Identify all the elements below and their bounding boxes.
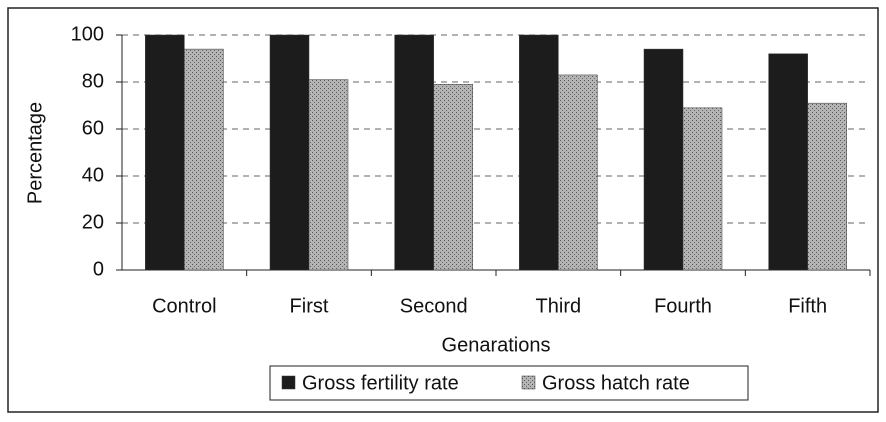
- bar: [519, 34, 559, 271]
- x-axis-label: Genarations: [442, 334, 551, 356]
- legend-label: Gross hatch rate: [542, 372, 690, 394]
- x-tick-label: Second: [400, 295, 468, 317]
- x-tick-label: Fifth: [788, 295, 827, 317]
- x-tick-label: Fourth: [654, 295, 712, 317]
- x-tick-label: Control: [152, 295, 216, 317]
- x-tick-label: Third: [536, 295, 582, 317]
- bar: [433, 84, 473, 271]
- legend: [269, 365, 749, 401]
- bar: [145, 34, 185, 271]
- y-tick-label: 20: [82, 211, 104, 233]
- y-tick-label: 80: [82, 70, 104, 92]
- y-tick-label: 60: [82, 117, 104, 139]
- legend-label: Gross fertility rate: [302, 372, 459, 394]
- y-tick-label: 0: [93, 258, 104, 280]
- legend-swatch: [281, 375, 296, 390]
- y-tick-label: 40: [82, 164, 104, 186]
- y-tick-label: 100: [71, 23, 104, 45]
- bar: [807, 102, 847, 271]
- bar: [308, 79, 349, 271]
- bar: [394, 34, 434, 271]
- bar: [768, 53, 808, 271]
- bar: [269, 34, 310, 271]
- bar: [184, 48, 224, 271]
- x-tick-label: First: [290, 295, 329, 317]
- frame: [7, 7, 879, 413]
- y-axis-label: Percentage: [24, 102, 46, 204]
- legend-swatch: [521, 375, 536, 390]
- bar: [643, 48, 684, 271]
- bar: [682, 107, 723, 271]
- bar: [558, 74, 598, 271]
